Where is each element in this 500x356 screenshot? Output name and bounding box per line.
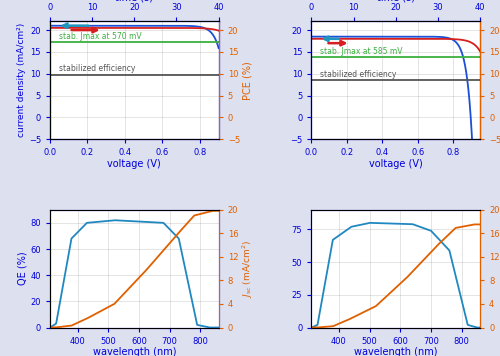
X-axis label: voltage (V): voltage (V) [369,158,422,168]
X-axis label: voltage (V): voltage (V) [108,158,161,168]
Y-axis label: PCE (%): PCE (%) [242,61,252,100]
Y-axis label: $J_\mathrm{sc}$ (mA/cm$^2$): $J_\mathrm{sc}$ (mA/cm$^2$) [241,240,256,298]
X-axis label: time (s): time (s) [116,0,154,2]
X-axis label: wavelength (nm): wavelength (nm) [354,347,438,356]
X-axis label: time (s): time (s) [376,0,414,2]
Y-axis label: current density (mA/cm²): current density (mA/cm²) [17,23,26,137]
Text: stabilized efficiency: stabilized efficiency [320,70,396,79]
Text: stabilized efficiency: stabilized efficiency [60,64,136,73]
Text: stab. Jmax at 570 mV: stab. Jmax at 570 mV [60,32,142,41]
Text: stab. Jmax at 585 mV: stab. Jmax at 585 mV [320,47,402,56]
X-axis label: wavelength (nm): wavelength (nm) [92,347,176,356]
Y-axis label: QE (%): QE (%) [18,252,28,286]
